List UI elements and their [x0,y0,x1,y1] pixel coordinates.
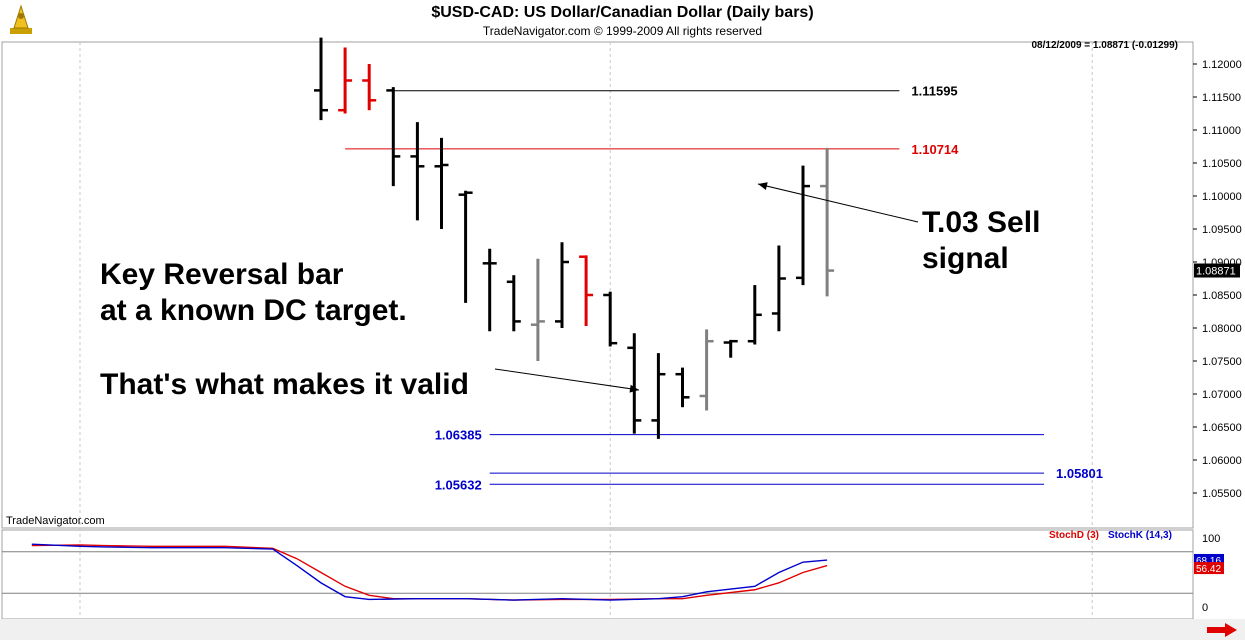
time-axis-strip [0,619,1245,640]
y-tick-label: 1.06500 [1202,422,1242,434]
y-tick-label: 1.12000 [1202,59,1242,71]
level-label: 1.06385 [435,428,482,443]
level-label: 1.05632 [435,477,482,492]
price-readout: 08/12/2009 = 1.08871 (-0.01299) [1031,40,1178,51]
y-tick-label: 1.06000 [1202,455,1242,467]
y-tick-label: 1.05500 [1202,488,1242,500]
arrow-to-sell-bar [757,183,919,223]
trade-navigator-logo-icon [10,4,32,34]
arrow-to-reversal-bar-head [629,384,639,393]
stochD-value-label: 56.42 [1196,564,1221,575]
last-price-label: 1.08871 [1196,266,1236,278]
legend-stochD: StochD (3) [1049,530,1099,541]
y-tick-label: 1.10000 [1202,191,1242,203]
y-tick-label: 1.09500 [1202,224,1242,236]
stochastic-panel-frame [1,529,1194,620]
chart-title: $USD-CAD: US Dollar/Canadian Dollar (Dai… [431,4,814,21]
y-tick-label: 1.11000 [1202,125,1241,137]
level-label: 1.11595 [911,84,957,99]
watermark-text: TradeNavigator.com [6,515,105,527]
stochK-line [31,543,828,601]
annotation-sell-signal: signal [922,242,1009,275]
arrow-to-sell-bar-head [758,182,768,190]
level-label: 1.05801 [1056,466,1103,481]
arrow-to-reversal-bar [494,368,640,391]
annotation-key-reversal: at a known DC target. [100,294,407,327]
y-tick-label: 1.07500 [1202,356,1242,368]
copyright-subtitle: TradeNavigator.com © 1999-2009 All right… [482,24,763,38]
y-tick-label: 1.08500 [1202,290,1242,302]
stochastic-y-tick-label: 0 [1202,602,1208,614]
last-price-box [1194,263,1240,278]
stochK-value-label: 68.16 [1196,556,1221,567]
legend-stochK: StochK (14,3) [1108,530,1172,541]
y-tick-label: 1.07000 [1202,389,1242,401]
y-tick-label: 1.11500 [1202,92,1241,104]
annotation-key-reversal: Key Reversal bar [100,258,344,291]
stochD-value-tag [1194,562,1224,575]
annotation-sell-signal: T.03 Sell [922,206,1040,239]
price-panel-frame [1,41,1194,529]
annotation-valid: That's what makes it valid [100,368,469,401]
y-tick-label: 1.10500 [1202,158,1242,170]
y-tick-label: 1.08000 [1202,323,1242,335]
level-label: 1.10714 [911,142,959,157]
stochastic-y-tick-label: 100 [1202,533,1220,545]
scroll-right-arrow-icon[interactable] [1207,623,1237,637]
